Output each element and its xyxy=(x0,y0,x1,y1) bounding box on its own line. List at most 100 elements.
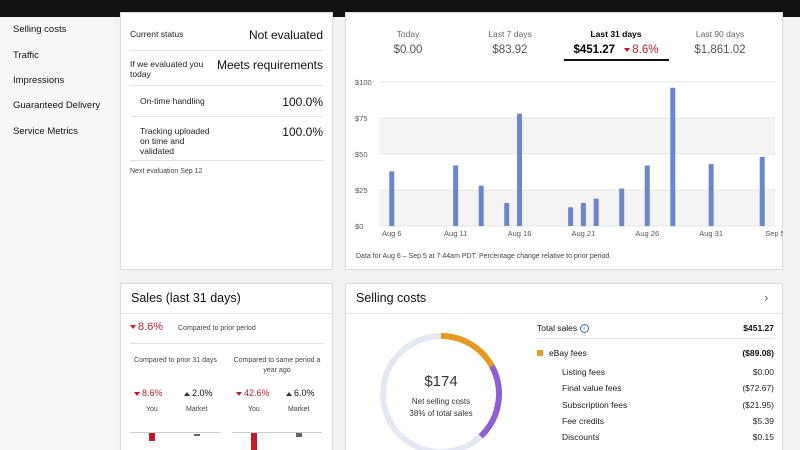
col2-you-label: You xyxy=(248,406,260,413)
sidebar-item-selling-costs[interactable]: Selling costs xyxy=(13,24,67,35)
divider xyxy=(346,313,782,314)
col2-market-change: 6.0% xyxy=(286,388,315,398)
chart-bar[interactable] xyxy=(568,207,574,226)
period-change: 8.6% xyxy=(624,44,659,56)
donut-amount: $174 xyxy=(424,373,458,390)
sidebar-item-guaranteed-delivery[interactable]: Guaranteed Delivery xyxy=(13,100,101,111)
chart-bar[interactable] xyxy=(708,164,714,226)
divider xyxy=(130,50,323,51)
info-icon[interactable]: i xyxy=(579,324,589,334)
fee-row-discounts: Discounts $0.15 xyxy=(562,432,774,442)
col1-market-bar xyxy=(194,434,200,436)
col1-you-change: 8.6% xyxy=(134,388,163,398)
divider xyxy=(130,160,323,161)
active-tab-underline xyxy=(564,59,669,61)
x-tick-label: Aug 6 xyxy=(382,229,402,238)
donut-segment xyxy=(440,333,495,368)
sales-bar-chart: $100 $75 $50 $25 $0 Aug 6 Aug 11 Aug 16 Aug 21 Au… xyxy=(355,78,783,238)
chart-bar[interactable] xyxy=(517,113,523,226)
sidebar-item-traffic[interactable]: Traffic xyxy=(13,50,39,61)
x-tick-label: Aug 26 xyxy=(635,229,659,238)
y-tick-label: $25 xyxy=(355,186,368,195)
ebay-fees-label: eBay fees xyxy=(549,348,587,358)
chart-bar[interactable] xyxy=(580,202,586,226)
total-sales-label: Total sales i xyxy=(537,323,589,334)
x-tick-label: Aug 16 xyxy=(508,229,532,238)
chart-bar[interactable] xyxy=(389,171,395,226)
tracking-label: Tracking uploaded on time and validated xyxy=(140,126,210,156)
fee-row-listing: Listing fees $0.00 xyxy=(562,367,774,377)
x-tick-label: Aug 11 xyxy=(444,229,467,238)
y-tick-label: $75 xyxy=(355,114,368,123)
current-status-label: Current status xyxy=(130,29,184,39)
col2-market-bar xyxy=(296,433,302,437)
compare-prior-header: Compared to prior 31 days xyxy=(134,357,217,364)
period-tab-last-7-days[interactable]: Last 7 days $83.92 xyxy=(466,29,554,56)
chart-bar[interactable] xyxy=(593,198,599,226)
ebay-fees-swatch xyxy=(537,350,543,356)
divider xyxy=(537,338,774,339)
chevron-right-icon[interactable]: › xyxy=(764,290,769,305)
current-status-value: Not evaluated xyxy=(248,28,323,42)
col2-you-bar xyxy=(251,433,257,450)
period-value: $1,861.02 xyxy=(694,44,746,56)
chart-bar[interactable] xyxy=(644,165,650,226)
if-evaluated-label: If we evaluated you today xyxy=(130,59,204,79)
mini-chart-baseline xyxy=(232,432,322,433)
col2-market-label: Market xyxy=(288,406,310,413)
up-arrow-icon xyxy=(286,391,292,396)
compare-year-header: Compared to same period a year ago xyxy=(233,357,321,374)
x-tick-label: Sep 5 xyxy=(765,229,783,238)
ontime-handling-label: On-time handling xyxy=(140,96,205,106)
grid-band xyxy=(379,190,775,226)
col2-you-change: 42.6% xyxy=(236,388,270,398)
chart-bar[interactable] xyxy=(478,185,484,226)
down-arrow-icon xyxy=(130,325,136,330)
y-tick-label: $50 xyxy=(355,150,368,159)
period-value-amount: $451.27 xyxy=(573,44,616,56)
donut-line1: Net selling costs xyxy=(411,397,471,406)
if-evaluated-value: Meets requirements xyxy=(216,58,323,72)
sales-change: 8.6% xyxy=(130,321,163,333)
chart-bar[interactable] xyxy=(759,156,765,226)
selling-costs-panel xyxy=(345,283,783,450)
y-tick-label: $100 xyxy=(355,78,372,87)
next-evaluation: Next evaluation Sep 12 xyxy=(130,168,203,175)
selling-costs-title: Selling costs xyxy=(356,291,427,305)
sidebar-item-impressions[interactable]: Impressions xyxy=(13,75,65,86)
chart-bar[interactable] xyxy=(619,188,625,226)
sidebar: Selling costs Traffic Impressions Guaran… xyxy=(0,17,115,450)
down-arrow-icon xyxy=(624,47,631,52)
grid-band xyxy=(379,118,775,154)
col1-you-bar xyxy=(149,433,155,441)
sales-panel-title: Sales (last 31 days) xyxy=(131,291,241,305)
period-tab-today[interactable]: Today $0.00 xyxy=(364,29,452,56)
period-tab-last-31-days[interactable]: Last 31 days $451.27 8.6% xyxy=(560,29,672,56)
fee-row-subscription: Subscription fees ($21.95) xyxy=(562,400,774,410)
chart-footnote: Data for Aug 6 – Sep 5 at 7:44am PDT. Pe… xyxy=(356,253,612,260)
period-tab-last-90-days[interactable]: Last 90 days $1,861.02 xyxy=(676,29,764,56)
donut-segment xyxy=(478,364,502,439)
period-value: $0.00 xyxy=(393,44,423,56)
divider xyxy=(130,343,323,344)
col1-market-label: Market xyxy=(186,406,208,413)
sidebar-item-service-metrics[interactable]: Service Metrics xyxy=(13,126,78,137)
down-arrow-icon xyxy=(134,391,140,396)
chart-bar[interactable] xyxy=(670,87,676,226)
ebay-fees-value: ($89.08) xyxy=(742,348,774,358)
divider xyxy=(121,313,332,314)
fee-row-final-value: Final value fees ($72.67) xyxy=(562,383,774,393)
y-tick-label: $0 xyxy=(355,222,363,231)
period-value: $83.92 xyxy=(492,44,528,56)
period-label: Last 90 days xyxy=(695,29,745,39)
period-label: Last 7 days xyxy=(488,29,532,39)
sales-change-desc: Compared to prior period xyxy=(178,325,256,332)
selling-costs-donut xyxy=(380,333,502,450)
col1-you-label: You xyxy=(146,406,158,413)
chart-bar[interactable] xyxy=(504,202,510,226)
ontime-handling-value: 100.0% xyxy=(282,95,323,109)
chart-bar[interactable] xyxy=(453,165,459,226)
down-arrow-icon xyxy=(236,391,242,396)
up-arrow-icon xyxy=(184,391,190,396)
period-label: Today xyxy=(396,29,420,39)
